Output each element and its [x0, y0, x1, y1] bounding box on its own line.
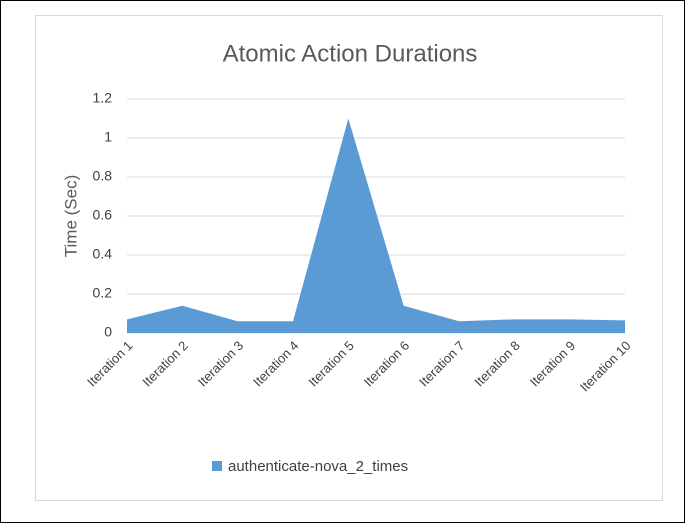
y-axis-label: Time (Sec): [61, 175, 80, 258]
area: [127, 118, 625, 333]
y-tick-label: 0: [104, 324, 112, 340]
y-tick-label: 1: [104, 129, 112, 145]
y-tick-label: 0.2: [93, 285, 113, 301]
y-tick-label: 0.4: [93, 246, 113, 262]
chart-title: Atomic Action Durations: [223, 40, 478, 67]
legend-label: authenticate-nova_2_times: [228, 458, 408, 475]
y-tick-label: 1.2: [93, 90, 113, 106]
y-tick-label: 0.6: [93, 207, 113, 223]
legend-swatch: [212, 461, 222, 471]
y-tick-label: 0.8: [93, 168, 113, 184]
